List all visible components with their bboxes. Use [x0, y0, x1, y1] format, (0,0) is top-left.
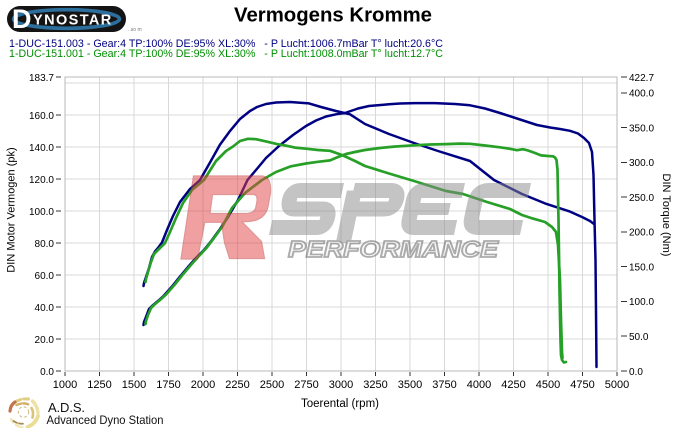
- svg-text:100.0: 100.0: [629, 297, 654, 308]
- svg-text:4250: 4250: [501, 379, 525, 391]
- svg-text:2750: 2750: [294, 379, 318, 391]
- svg-text:DIN Torque (Nm): DIN Torque (Nm): [660, 174, 672, 257]
- svg-text:120.0: 120.0: [29, 175, 54, 186]
- svg-text:100.0: 100.0: [29, 207, 54, 218]
- svg-text:1750: 1750: [156, 379, 180, 391]
- svg-text:80.0: 80.0: [35, 239, 55, 250]
- svg-text:..so m: ..so m: [128, 27, 142, 33]
- svg-text:Toerental (rpm): Toerental (rpm): [301, 398, 379, 410]
- svg-text:PERFORMANCE: PERFORMANCE: [288, 236, 499, 262]
- svg-text:0.0: 0.0: [629, 367, 643, 378]
- svg-text:1-DUC-151.003 - Gear:4 TP:100%: 1-DUC-151.003 - Gear:4 TP:100% DE:95% XL…: [9, 38, 443, 50]
- svg-text:DIN Motor Vermogen (pk): DIN Motor Vermogen (pk): [6, 147, 18, 272]
- svg-text:250.0: 250.0: [629, 193, 654, 204]
- svg-text:1-DUC-151.001 - Gear:4 TP:100%: 1-DUC-151.001 - Gear:4 TP:100% DE:95% XL…: [9, 48, 443, 60]
- svg-text:Advanced Dyno Station: Advanced Dyno Station: [47, 413, 164, 427]
- svg-text:5000: 5000: [605, 379, 629, 391]
- svg-text:4500: 4500: [536, 379, 560, 391]
- svg-text:140.0: 140.0: [29, 143, 54, 154]
- svg-text:183.7: 183.7: [29, 73, 54, 84]
- svg-text:160.0: 160.0: [29, 111, 54, 122]
- svg-text:2000: 2000: [191, 379, 215, 391]
- svg-text:350.0: 350.0: [629, 123, 654, 134]
- svg-text:A.D.S.: A.D.S.: [48, 400, 85, 415]
- svg-text:50.0: 50.0: [629, 332, 649, 343]
- svg-text:60.0: 60.0: [35, 271, 55, 282]
- svg-text:0.0: 0.0: [40, 367, 54, 378]
- svg-text:400.0: 400.0: [629, 89, 654, 100]
- svg-text:20.0: 20.0: [35, 335, 55, 346]
- svg-text:150.0: 150.0: [629, 263, 654, 274]
- svg-text:422.7: 422.7: [629, 73, 654, 84]
- svg-text:200.0: 200.0: [629, 228, 654, 239]
- svg-text:2250: 2250: [225, 379, 249, 391]
- svg-text:D: D: [12, 4, 32, 34]
- svg-text:1000: 1000: [53, 379, 77, 391]
- svg-text:1250: 1250: [87, 379, 111, 391]
- svg-text:3000: 3000: [329, 379, 353, 391]
- svg-text:4000: 4000: [467, 379, 491, 391]
- svg-text:1500: 1500: [122, 379, 146, 391]
- svg-text:300.0: 300.0: [629, 158, 654, 169]
- svg-text:2500: 2500: [260, 379, 284, 391]
- svg-text:3500: 3500: [398, 379, 422, 391]
- svg-text:Vermogens Kromme: Vermogens Kromme: [234, 5, 432, 27]
- svg-text:4750: 4750: [570, 379, 594, 391]
- svg-text:3250: 3250: [363, 379, 387, 391]
- svg-text:3750: 3750: [432, 379, 456, 391]
- svg-text:40.0: 40.0: [35, 303, 55, 314]
- svg-text:YNOSTAR: YNOSTAR: [33, 13, 113, 29]
